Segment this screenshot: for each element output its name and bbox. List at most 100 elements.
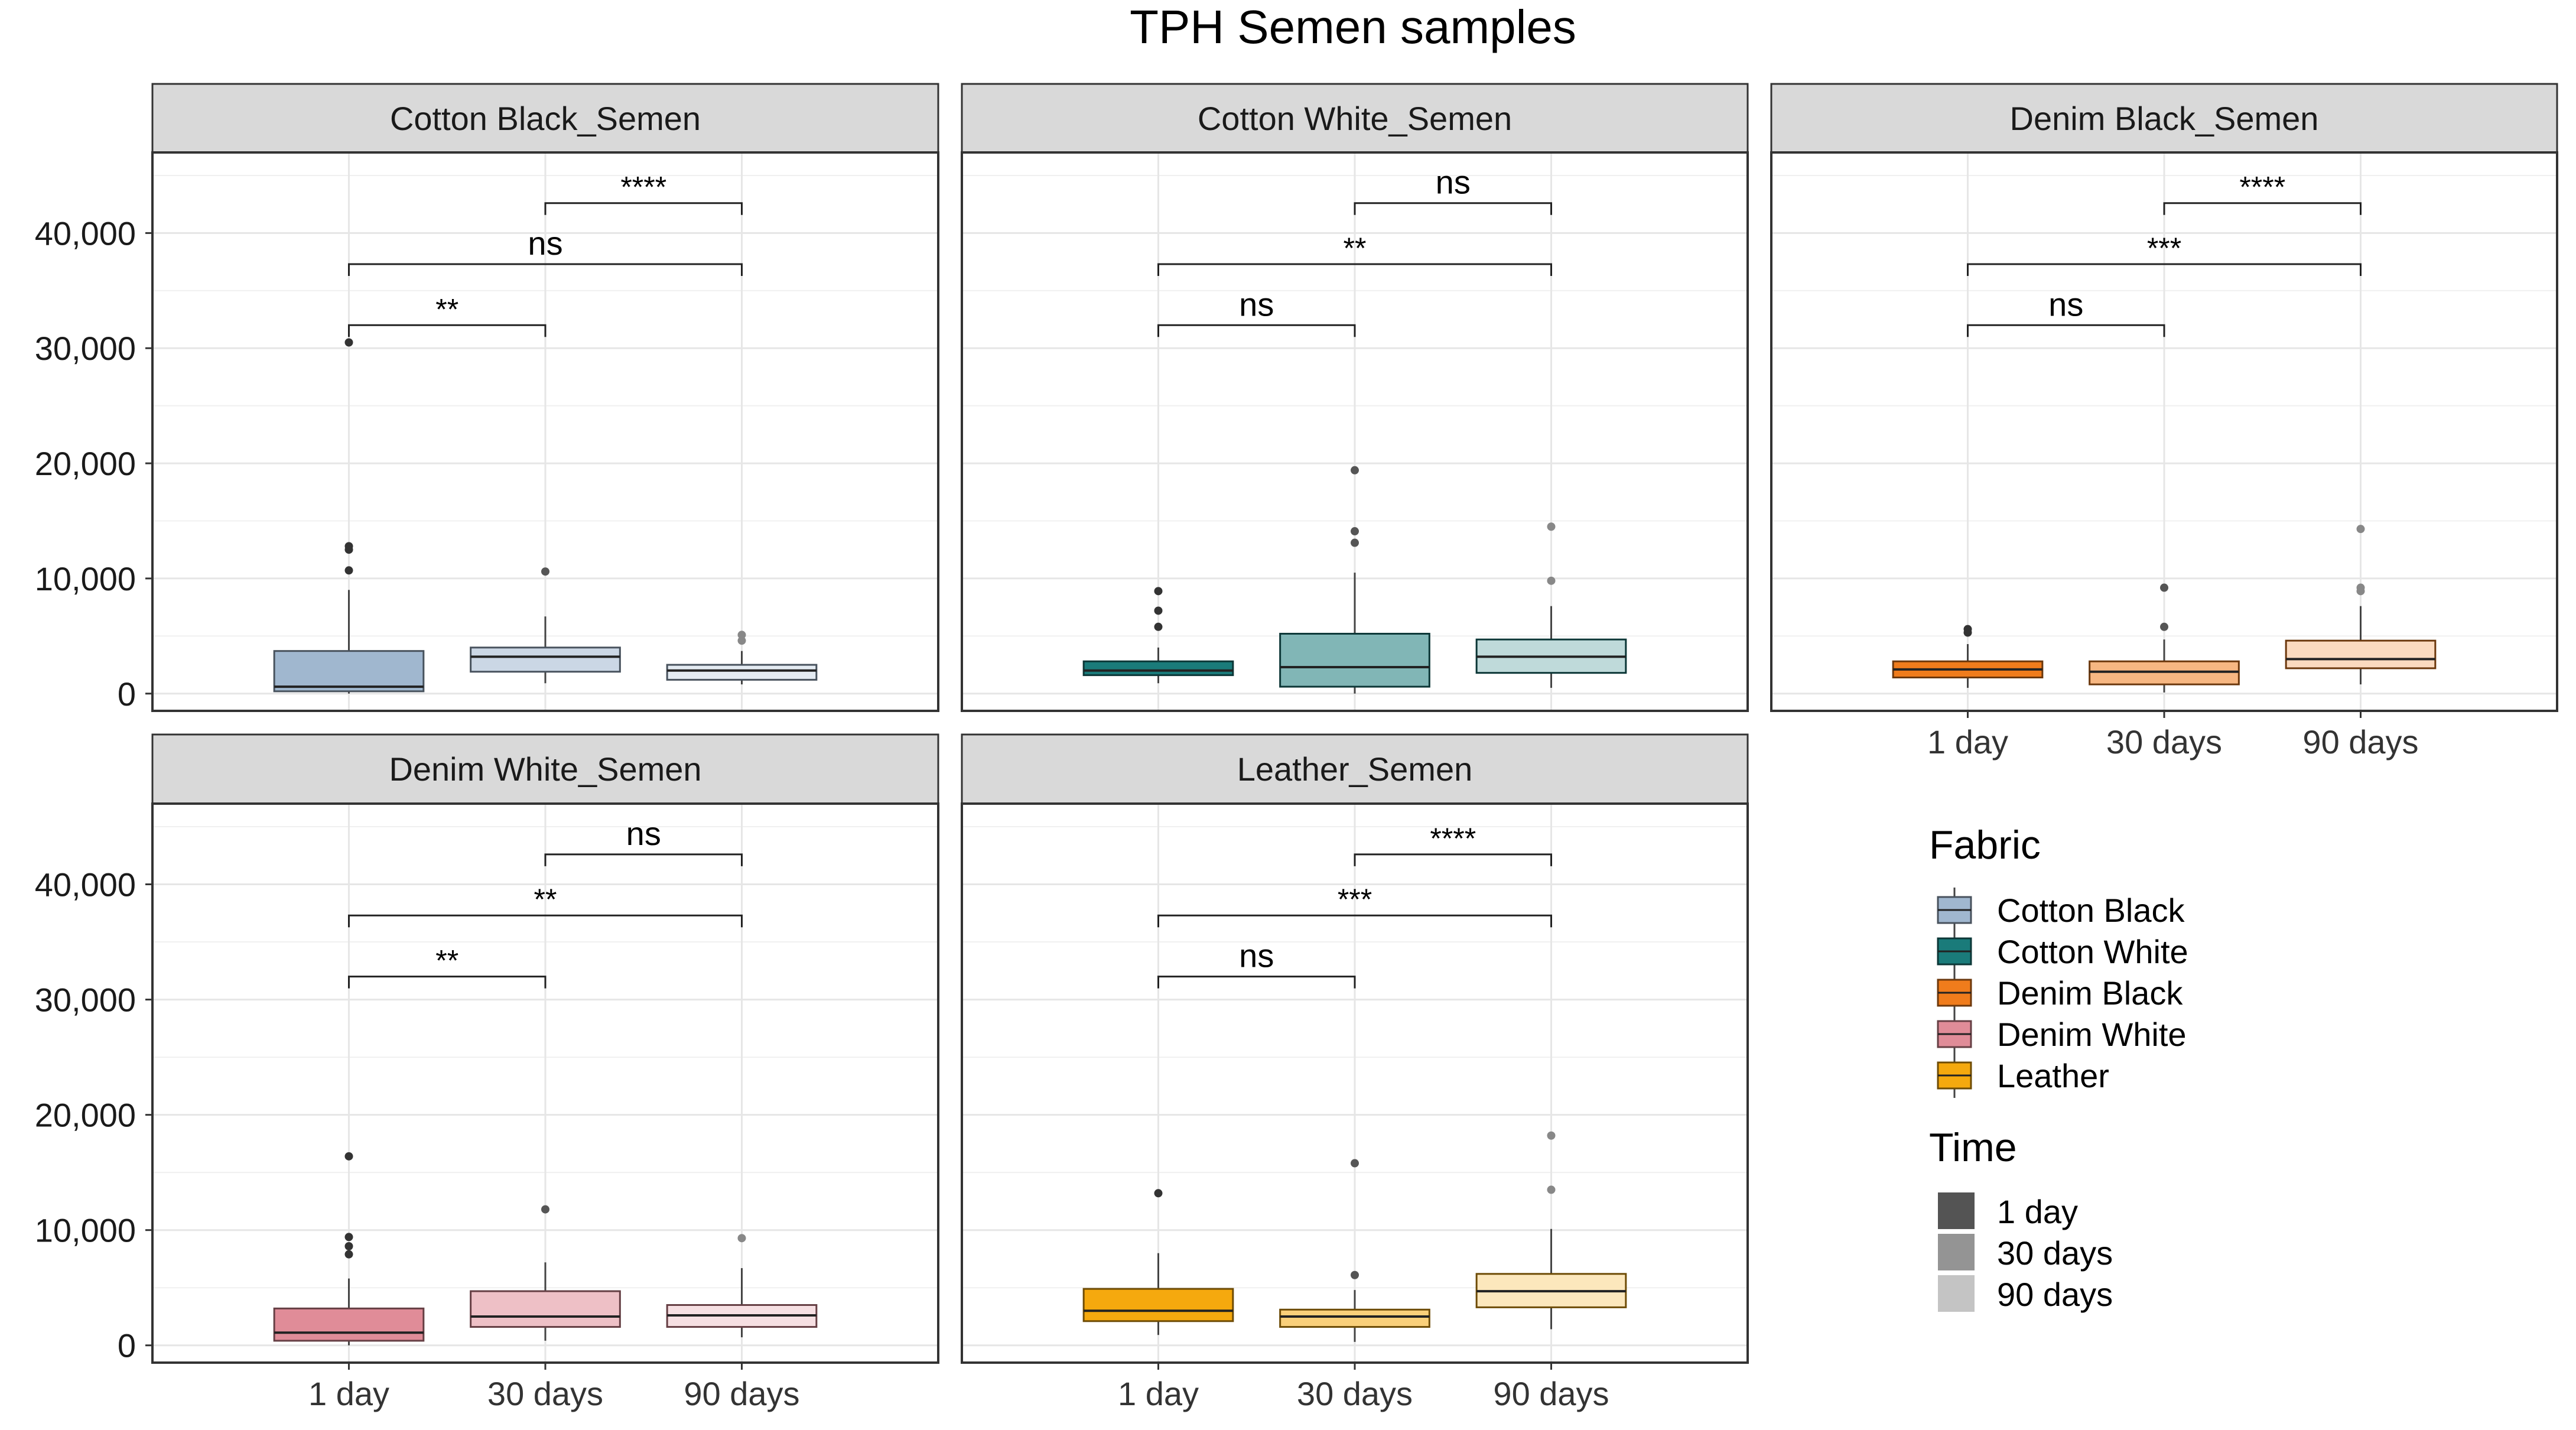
legend-item-time-90-days: 90 days	[1938, 1275, 2113, 1313]
comparison-line	[1967, 324, 2165, 337]
comparison-bracket: ****	[1354, 822, 1552, 866]
box-outlier	[1351, 466, 1359, 474]
legend-key-swatch	[1938, 1234, 1975, 1270]
comparison-line	[1354, 202, 1552, 215]
comparison-bracket: ***	[1967, 232, 2362, 276]
box-body	[2285, 639, 2437, 670]
box-1-day	[273, 338, 425, 694]
box-outlier	[344, 1233, 353, 1242]
comparison-label: ns	[1239, 937, 1274, 974]
box-outlier	[344, 338, 353, 347]
legend-label: Denim White	[1997, 1016, 2187, 1053]
comparison-bracket: ns	[1157, 285, 1356, 337]
box-body	[1082, 660, 1234, 677]
box-90-days	[1475, 522, 1627, 688]
comparison-label: ***	[1338, 883, 1372, 916]
box-outlier	[737, 1234, 746, 1243]
x-tick-label: 90 days	[2302, 723, 2418, 760]
comparison-bracket: ns	[1967, 285, 2165, 337]
panel-strip	[151, 83, 939, 154]
box-body	[273, 650, 425, 693]
box-30-days	[1279, 1159, 1430, 1342]
box-90-days	[2285, 525, 2437, 685]
box-outlier	[2160, 622, 2168, 631]
panel-cotton-black-semen: Cotton Black_Semen ** ns **** 0 10,000 20,000 3…	[35, 83, 939, 713]
legend: Fabric Time Cotton Black Cotton White Deni…	[1929, 823, 2188, 1313]
comparison-label: ns	[2048, 285, 2083, 323]
box-outlier	[344, 1242, 353, 1250]
comparison-line	[2163, 202, 2362, 215]
comparison-bracket: ns	[544, 815, 743, 866]
comparison-bracket: **	[348, 944, 547, 989]
y-tick-label: 40,000	[35, 214, 136, 252]
box-1-day	[1892, 625, 2044, 688]
comparison-label: ****	[1430, 822, 1476, 855]
panel-strip-label: Leather_Semen	[1237, 750, 1473, 788]
legend-item-leather: Leather	[1937, 1053, 2109, 1098]
y-tick-label: 0	[118, 1327, 136, 1364]
panel-strip	[961, 83, 1749, 154]
y-tick-label: 30,000	[35, 982, 136, 1019]
box-outlier	[1547, 522, 1556, 531]
box-outlier	[1154, 1189, 1163, 1198]
comparison-line	[1157, 324, 1356, 337]
comparison-line	[1157, 914, 1552, 928]
y-tick-label: 20,000	[35, 1097, 136, 1134]
box-90-days	[666, 630, 818, 685]
box-outlier	[1351, 1270, 1359, 1279]
box-body	[1279, 632, 1430, 688]
y-tick-label: 40,000	[35, 866, 136, 904]
box-1-day	[1082, 1189, 1234, 1335]
comparison-label: **	[435, 944, 458, 977]
comparison-bracket: ****	[2163, 171, 2362, 215]
legend-label: 90 days	[1997, 1276, 2113, 1313]
comparison-label: **	[1344, 232, 1367, 265]
legend-key-swatch	[1938, 1275, 1975, 1312]
comparison-bracket: ns	[1354, 164, 1552, 215]
chart-title: TPH Semen samples	[1130, 1, 1576, 53]
legend-label: Cotton White	[1997, 933, 2188, 970]
panel-strip-label: Cotton Black_Semen	[390, 100, 701, 137]
box-outlier	[2160, 583, 2168, 592]
box-outlier	[1351, 1159, 1359, 1168]
panel-strip	[151, 733, 939, 805]
y-tick-label: 30,000	[35, 330, 136, 367]
box-30-days	[470, 567, 621, 684]
legend-item-time-1-day: 1 day	[1938, 1192, 2078, 1230]
legend-label: Cotton Black	[1997, 892, 2185, 929]
panel-strip-label: Denim White_Semen	[389, 750, 701, 788]
comparison-line	[348, 914, 743, 928]
box-outlier	[1154, 622, 1163, 631]
x-tick-label: 90 days	[684, 1375, 799, 1412]
box-body	[1279, 1308, 1430, 1328]
panels-layer: Cotton Black_Semen**ns****010,00020,0003…	[35, 83, 2558, 1412]
box-outlier	[541, 1205, 549, 1214]
box-outlier	[344, 1152, 353, 1161]
panel-strip	[1770, 83, 2558, 154]
legend-time-title: Time	[1929, 1125, 2017, 1170]
x-tick-label: 30 days	[487, 1375, 603, 1412]
comparison-bracket: **	[1157, 232, 1552, 276]
comparison-label: **	[435, 292, 458, 326]
y-tick-label: 10,000	[35, 560, 136, 597]
comparison-line	[1354, 853, 1552, 866]
legend-label: Denim Black	[1997, 974, 2183, 1012]
box-outlier	[1351, 527, 1359, 536]
x-tick-label: 1 day	[1118, 1375, 1199, 1412]
box-outlier	[1351, 538, 1359, 547]
box-body	[666, 664, 818, 681]
legend-item-denim-white: Denim White	[1937, 1012, 2187, 1057]
comparison-line	[1157, 263, 1552, 276]
comparison-bracket: ***	[1157, 883, 1552, 928]
box-outlier	[737, 630, 746, 639]
x-tick-label: 90 days	[1493, 1375, 1609, 1412]
box-outlier	[344, 542, 353, 551]
box-outlier	[1154, 606, 1163, 615]
legend-item-denim-black: Denim Black	[1937, 970, 2183, 1015]
box-outlier	[1547, 576, 1556, 585]
comparison-label: ns	[1436, 164, 1471, 201]
comparison-label: ****	[620, 171, 666, 204]
